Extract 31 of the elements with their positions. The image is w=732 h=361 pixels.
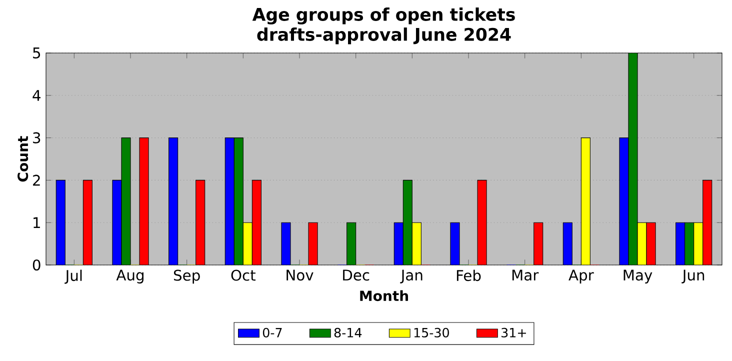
x-tick-label: Oct	[231, 270, 256, 281]
x-tick-label: Feb	[456, 270, 481, 282]
y-tick-label: 3	[33, 132, 40, 144]
x-tick-label: Jan	[400, 270, 422, 284]
x-tick-label: May	[624, 270, 652, 284]
x-tick-label: Sep	[174, 270, 200, 284]
y-tick-label: 5	[33, 48, 40, 58]
x-tick-label: Dec	[343, 270, 370, 281]
y-tick-label: 0	[32, 259, 40, 271]
legend-label: 15-30	[414, 328, 449, 338]
bar	[82, 180, 92, 266]
x-tick-label: Apr	[568, 270, 594, 284]
x-tick-label: Aug	[116, 270, 144, 284]
bar	[534, 222, 544, 266]
x-axis-title: Month	[360, 290, 408, 302]
legend-label: 8-14	[334, 328, 362, 338]
y-tick-label: 4	[32, 90, 40, 101]
legend-label: 0-7	[262, 328, 282, 338]
bar	[196, 180, 206, 266]
x-tick-label: Nov	[286, 270, 314, 281]
y-axis-title: Count	[18, 136, 28, 182]
x-tick-label: Jun	[682, 270, 704, 284]
chart-title: Age groups of open tickets	[252, 8, 515, 24]
bar	[702, 180, 712, 266]
chart-subtitle: drafts-approval June 2024	[257, 28, 511, 44]
legend-label: 31+	[502, 328, 526, 338]
y-tick-label: 2	[33, 174, 40, 186]
x-tick-label: Mar	[512, 270, 539, 281]
y-tick-label: 1	[34, 217, 40, 228]
x-tick-label: Jul	[64, 270, 82, 284]
bar	[252, 180, 262, 266]
